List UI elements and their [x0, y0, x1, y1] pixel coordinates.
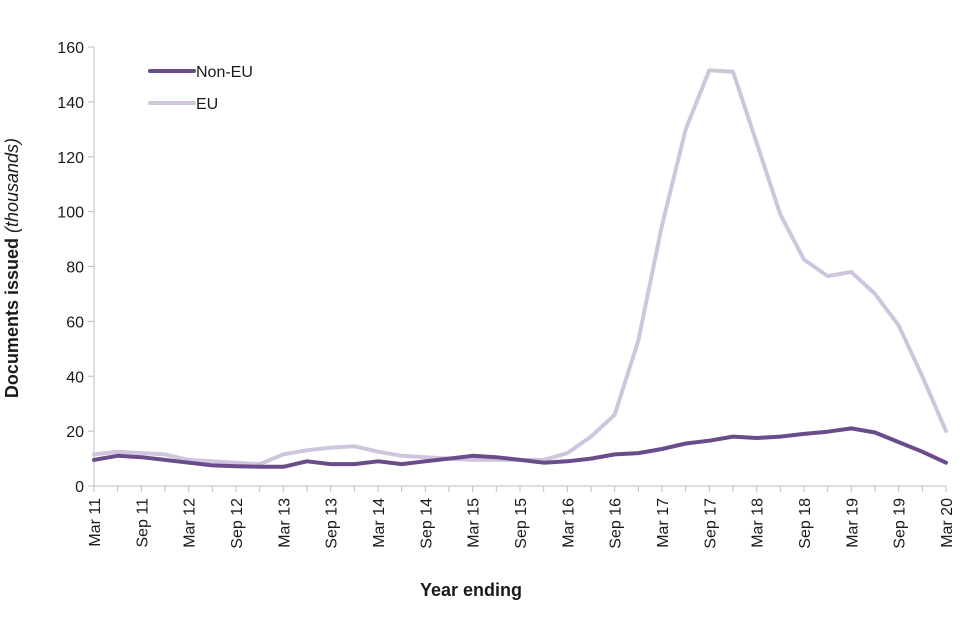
y-tick-label: 140 [57, 95, 84, 112]
legend-label-non-eu: Non-EU [196, 64, 253, 81]
x-tick-label: Mar 17 [655, 498, 672, 548]
axes [93, 47, 946, 487]
x-tick-label: Sep 18 [797, 498, 814, 549]
y-tick-label: 160 [57, 40, 84, 57]
x-tick-label: Sep 16 [608, 498, 625, 549]
y-tick-label: 60 [66, 314, 84, 331]
x-tick-label: Mar 14 [371, 498, 388, 548]
y-axis-ticks: 0 20 40 60 80 100 120 140 160 [57, 40, 94, 496]
y-tick-label: 100 [57, 205, 84, 222]
y-tick-label: 120 [57, 150, 84, 167]
x-tick-label: Mar 15 [466, 498, 483, 548]
x-tick-label: Sep 17 [702, 498, 719, 549]
y-tick-label: 20 [66, 424, 84, 441]
x-tick-label: Mar 11 [87, 498, 104, 547]
y-axis-title: Documents issued (thousands) [2, 138, 22, 398]
series-line-eu [92, 68, 948, 467]
x-axis-ticks: Mar 11 Sep 11 Mar 12 Sep 12 Mar 13 Sep 13 Mar … [87, 486, 956, 549]
x-tick-label: Mar 20 [939, 498, 956, 548]
x-tick-label: Mar 12 [182, 498, 199, 548]
x-tick-label: Mar 18 [750, 498, 767, 548]
x-tick-label: Sep 19 [892, 498, 909, 549]
series-layer [92, 68, 948, 469]
x-axis-title: Year ending [420, 580, 522, 600]
y-axis-title-main: Documents issued [2, 238, 22, 398]
x-tick-label: Sep 12 [229, 498, 246, 549]
y-axis-title-units: (thousands) [2, 138, 22, 233]
x-tick-label: Sep 14 [418, 498, 435, 549]
series-line-non-eu [92, 426, 948, 469]
y-tick-label: 0 [75, 479, 84, 496]
legend: Non-EU EU [148, 64, 253, 113]
x-tick-label: Sep 11 [134, 498, 151, 548]
x-tick-label: Sep 13 [324, 498, 341, 549]
x-tick-label: Mar 13 [276, 498, 293, 548]
y-tick-label: 80 [66, 260, 84, 277]
x-tick-label: Mar 16 [560, 498, 577, 548]
legend-label-eu: EU [196, 96, 218, 113]
x-tick-label: Sep 15 [513, 498, 530, 549]
x-tick-label: Mar 19 [844, 498, 861, 548]
y-tick-label: 40 [66, 369, 84, 386]
